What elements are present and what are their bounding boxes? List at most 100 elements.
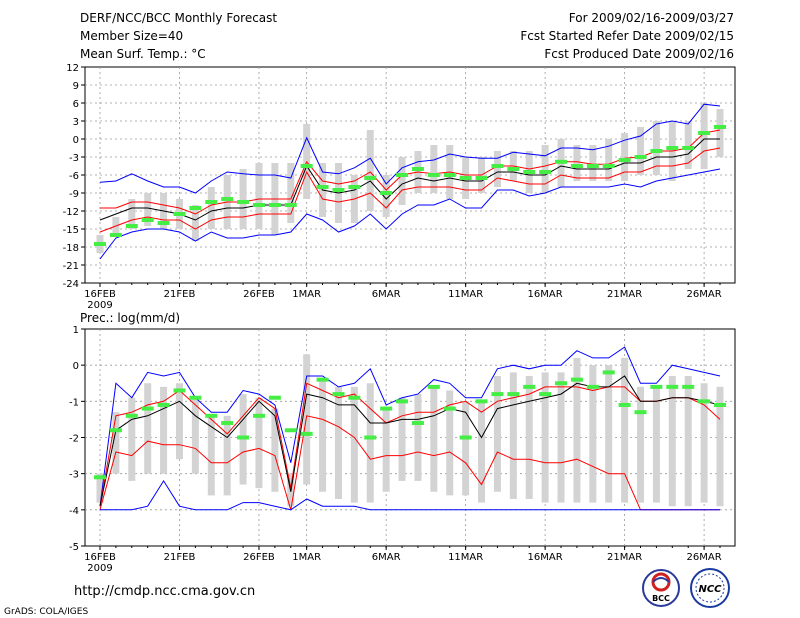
x-tick-label: 26FEB xyxy=(243,552,275,563)
ensemble-range-box xyxy=(637,386,645,503)
observation-marker xyxy=(427,173,440,177)
fcst-started-date: Fcst Started Refer Date 2009/02/15 xyxy=(520,29,734,43)
observation-marker xyxy=(396,173,409,177)
source-url[interactable]: http://cmdp.ncc.cma.gov.cn xyxy=(74,584,255,599)
x-tick-label: 26MAR xyxy=(687,289,722,300)
observation-marker xyxy=(666,146,679,150)
y-tick-label: -9 xyxy=(69,189,79,200)
x-tick-label: 11MAR xyxy=(448,552,483,563)
observation-marker xyxy=(141,406,154,411)
grads-credit: GrADS: COLA/IGES xyxy=(4,607,88,617)
ensemble-range-box xyxy=(652,121,660,175)
bcc-logo: BCC xyxy=(642,569,680,607)
observation-marker xyxy=(300,431,313,436)
observation-marker xyxy=(523,384,536,389)
observation-marker xyxy=(427,384,440,389)
ensemble-range-box xyxy=(700,383,708,503)
observation-marker xyxy=(443,173,456,177)
ensemble-range-box xyxy=(207,187,215,229)
observation-marker xyxy=(666,384,679,389)
x-tick-label: 21FEB xyxy=(164,289,196,300)
ensemble-range-box xyxy=(684,376,692,507)
year-label: 2009 xyxy=(87,300,112,311)
x-tick-label: 21MAR xyxy=(607,289,642,300)
series-line-mean xyxy=(99,375,721,507)
ensemble-range-box xyxy=(255,163,263,229)
ensemble-range-box xyxy=(684,121,692,169)
observation-marker xyxy=(300,164,313,168)
x-tick-label: 26FEB xyxy=(243,289,275,300)
observation-marker xyxy=(555,381,568,386)
forecast-period: For 2009/02/16-2009/03/27 xyxy=(569,11,734,25)
y-tick-label: -5 xyxy=(69,542,79,553)
observation-marker xyxy=(682,146,695,150)
observation-marker xyxy=(411,421,424,426)
ensemble-range-box xyxy=(557,372,565,503)
x-tick-label: 21FEB xyxy=(164,552,196,563)
ensemble-range-box xyxy=(605,365,613,503)
ensemble-range-box xyxy=(271,408,279,492)
observation-marker xyxy=(475,176,488,180)
variable-label: Mean Surf. Temp.: °C xyxy=(80,47,206,61)
x-tick-label: 16MAR xyxy=(528,552,563,563)
temperature-panel: 12 9 6 3 0 -3 -6 -9 -12 -15 -18 -21 -24 16FEB 21FEB 26F… xyxy=(63,63,736,311)
series-line-lower xyxy=(99,147,721,233)
y-tick-label: -1 xyxy=(69,397,79,408)
ensemble-range-box xyxy=(96,473,104,503)
observation-marker xyxy=(221,421,234,426)
series-line-min xyxy=(99,168,721,260)
bcc-logo-text: BCC xyxy=(652,594,670,603)
observation-marker xyxy=(523,170,536,174)
ensemble-range-box xyxy=(350,386,358,503)
observation-marker xyxy=(237,200,250,204)
ensemble-range-box xyxy=(382,408,390,492)
x-tick-label: 16FEB xyxy=(84,552,116,563)
y-tick-label: -2 xyxy=(69,434,79,445)
observation-marker xyxy=(348,185,361,189)
observation-marker xyxy=(602,164,615,168)
observation-marker xyxy=(94,475,106,480)
series-line-upper xyxy=(100,129,721,215)
member-size: Member Size=40 xyxy=(80,29,183,43)
ensemble-range-box xyxy=(716,109,724,157)
observation-marker xyxy=(94,242,106,246)
ensemble-range-box xyxy=(366,130,374,211)
observation-marker xyxy=(380,191,393,195)
observation-marker xyxy=(205,413,218,418)
observation-marker xyxy=(316,185,329,189)
ensemble-range-box xyxy=(446,390,454,496)
observation-marker xyxy=(284,428,297,433)
y-tick-label: 6 xyxy=(73,99,79,110)
fcst-produced-date: Fcst Produced Date 2009/02/16 xyxy=(544,47,734,61)
ncc-logo: NCC xyxy=(690,568,730,608)
series-line-mean xyxy=(99,138,720,221)
observation-marker xyxy=(332,188,345,192)
observation-marker xyxy=(491,164,504,168)
observation-marker xyxy=(396,399,409,404)
ensemble-range-box xyxy=(700,103,708,169)
observation-marker xyxy=(475,399,488,404)
observation-marker xyxy=(237,435,250,440)
ensemble-range-box xyxy=(144,383,152,474)
observation-marker xyxy=(157,402,170,407)
x-tick-label: 11MAR xyxy=(448,289,483,300)
observation-marker xyxy=(586,384,599,389)
y-tick-label: -24 xyxy=(63,279,79,290)
ensemble-range-box xyxy=(573,145,581,181)
observation-marker xyxy=(539,170,552,174)
series-line-lower xyxy=(99,415,720,511)
observation-marker xyxy=(570,164,583,168)
observation-marker xyxy=(252,413,265,418)
observation-marker xyxy=(570,377,583,382)
chart-title: DERF/NCC/BCC Monthly Forecast xyxy=(80,11,277,25)
observation-marker xyxy=(507,167,520,171)
observation-marker xyxy=(109,233,122,237)
y-tick-label: 1 xyxy=(73,325,79,336)
observation-marker xyxy=(586,164,599,168)
precipitation-panel: 1 0 -1 -2 -3 -4 -5 16FEB 21FEB 26FEB 1MAR 6MAR 11MAR… xyxy=(69,325,736,574)
ensemble-range-box xyxy=(303,354,311,485)
ensemble-range-box xyxy=(334,386,342,499)
observation-marker xyxy=(443,406,456,411)
ensemble-range-box xyxy=(430,386,438,492)
ensemble-range-box xyxy=(207,415,215,496)
